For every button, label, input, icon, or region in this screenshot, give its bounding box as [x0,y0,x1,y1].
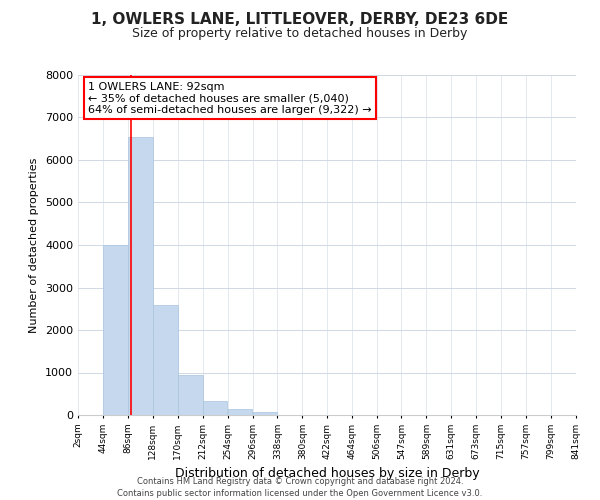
Bar [178,374,203,415]
Text: Contains HM Land Registry data © Crown copyright and database right 2024.: Contains HM Land Registry data © Crown c… [137,478,463,486]
X-axis label: Distribution of detached houses by size in Derby: Distribution of detached houses by size … [175,468,479,480]
Bar [153,304,178,415]
Y-axis label: Number of detached properties: Number of detached properties [29,158,40,332]
Bar [253,412,277,415]
Text: Size of property relative to detached houses in Derby: Size of property relative to detached ho… [133,28,467,40]
Text: 1 OWLERS LANE: 92sqm
← 35% of detached houses are smaller (5,040)
64% of semi-de: 1 OWLERS LANE: 92sqm ← 35% of detached h… [88,82,371,115]
Bar [128,136,152,415]
Text: Contains public sector information licensed under the Open Government Licence v3: Contains public sector information licen… [118,489,482,498]
Bar [228,410,253,415]
Bar [103,245,128,415]
Bar [203,401,227,415]
Text: 1, OWLERS LANE, LITTLEOVER, DERBY, DE23 6DE: 1, OWLERS LANE, LITTLEOVER, DERBY, DE23 … [91,12,509,28]
